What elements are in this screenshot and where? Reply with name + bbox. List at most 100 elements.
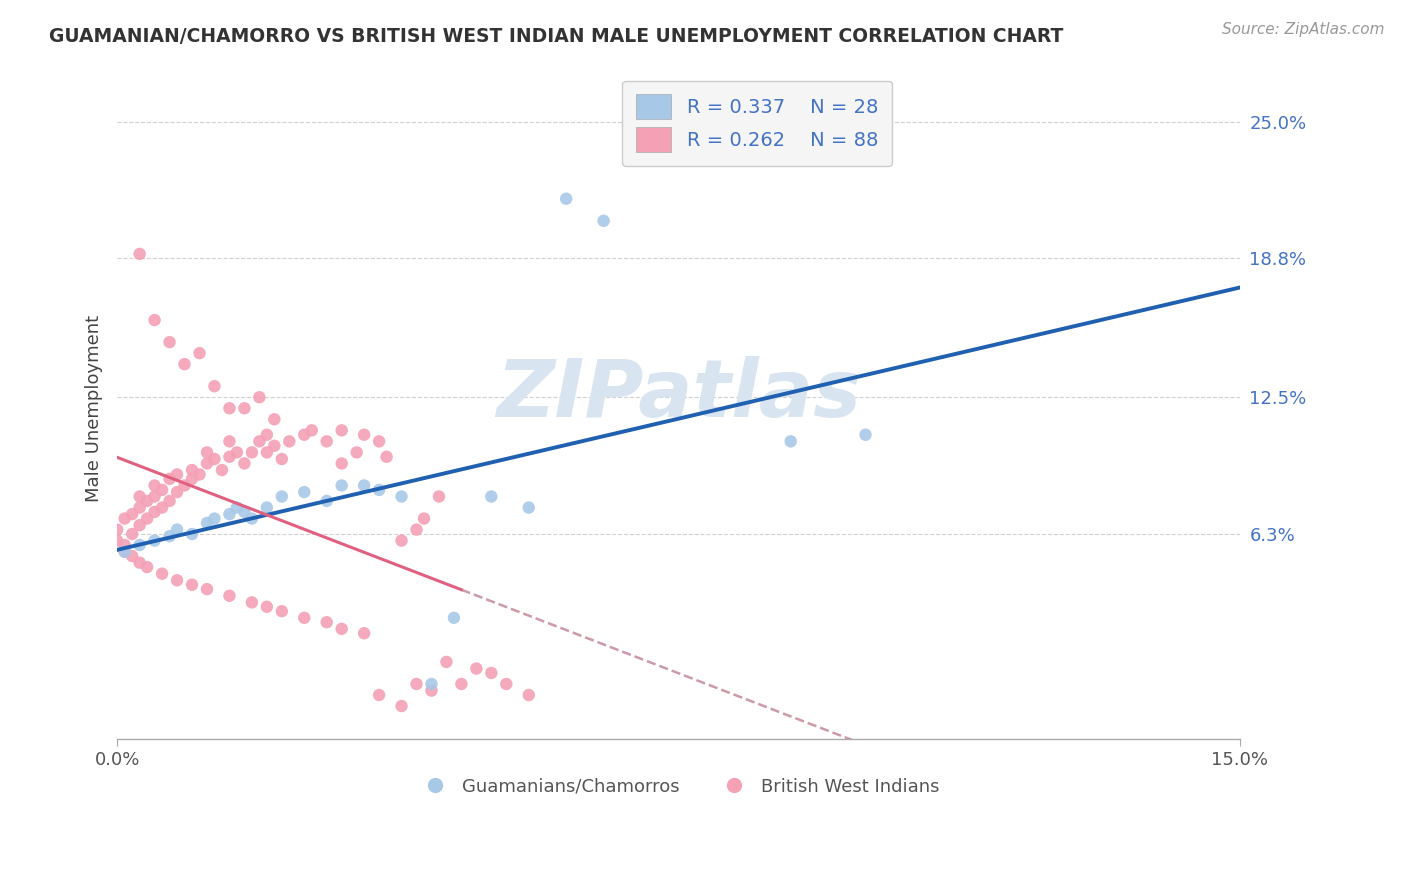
Point [166, 574, 188, 588]
Point [443, 611, 465, 625]
Point [375, 450, 398, 464]
Point [121, 549, 143, 563]
Point [368, 688, 391, 702]
Point [136, 494, 159, 508]
Point [159, 335, 181, 350]
Point [240, 595, 263, 609]
Point [136, 511, 159, 525]
Point [195, 445, 218, 459]
Point [211, 463, 233, 477]
Point [105, 523, 128, 537]
Point [420, 677, 443, 691]
Point [233, 401, 256, 416]
Point [256, 599, 278, 614]
Point [218, 589, 240, 603]
Point [218, 434, 240, 449]
Point [218, 507, 240, 521]
Point [270, 452, 292, 467]
Point [218, 450, 240, 464]
Point [368, 434, 391, 449]
Point [143, 490, 166, 504]
Point [315, 434, 337, 449]
Point [188, 346, 211, 360]
Point [330, 423, 353, 437]
Point [173, 478, 195, 492]
Point [159, 494, 181, 508]
Point [143, 478, 166, 492]
Point [204, 511, 226, 525]
Point [114, 511, 136, 525]
Point [114, 538, 136, 552]
Point [114, 544, 136, 558]
Point [256, 427, 278, 442]
Point [330, 478, 353, 492]
Point [226, 445, 249, 459]
Point [330, 457, 353, 471]
Point [218, 401, 240, 416]
Point [195, 457, 218, 471]
Point [247, 434, 270, 449]
Point [315, 494, 337, 508]
Point [346, 445, 368, 459]
Point [465, 661, 488, 675]
Text: ZIPatlas: ZIPatlas [496, 356, 860, 434]
Point [128, 490, 150, 504]
Point [368, 483, 391, 497]
Point [181, 472, 204, 486]
Point [233, 457, 256, 471]
Point [292, 611, 315, 625]
Point [270, 604, 292, 618]
Point [405, 677, 427, 691]
Point [413, 511, 436, 525]
Point [143, 313, 166, 327]
Point [256, 500, 278, 515]
Point [427, 490, 450, 504]
Point [592, 214, 614, 228]
Point [114, 544, 136, 558]
Point [204, 452, 226, 467]
Point [779, 434, 801, 449]
Point [270, 490, 292, 504]
Point [495, 677, 517, 691]
Point [479, 490, 502, 504]
Point [263, 412, 285, 426]
Point [128, 518, 150, 533]
Point [188, 467, 211, 482]
Point [278, 434, 301, 449]
Point [121, 527, 143, 541]
Point [226, 500, 249, 515]
Text: Source: ZipAtlas.com: Source: ZipAtlas.com [1222, 22, 1385, 37]
Point [166, 523, 188, 537]
Point [159, 529, 181, 543]
Point [247, 390, 270, 404]
Point [159, 472, 181, 486]
Point [420, 683, 443, 698]
Point [181, 463, 204, 477]
Point [204, 379, 226, 393]
Point [292, 485, 315, 500]
Point [256, 445, 278, 459]
Point [353, 478, 375, 492]
Point [128, 538, 150, 552]
Point [136, 560, 159, 574]
Point [263, 439, 285, 453]
Point [121, 507, 143, 521]
Point [315, 615, 337, 630]
Point [405, 523, 427, 537]
Point [128, 500, 150, 515]
Point [353, 626, 375, 640]
Point [233, 505, 256, 519]
Point [855, 427, 877, 442]
Point [450, 677, 472, 691]
Point [150, 566, 173, 581]
Point [166, 467, 188, 482]
Point [555, 192, 578, 206]
Point [181, 578, 204, 592]
Point [479, 665, 502, 680]
Point [150, 500, 173, 515]
Point [195, 582, 218, 596]
Point [353, 427, 375, 442]
Point [240, 445, 263, 459]
Point [143, 533, 166, 548]
Point [292, 427, 315, 442]
